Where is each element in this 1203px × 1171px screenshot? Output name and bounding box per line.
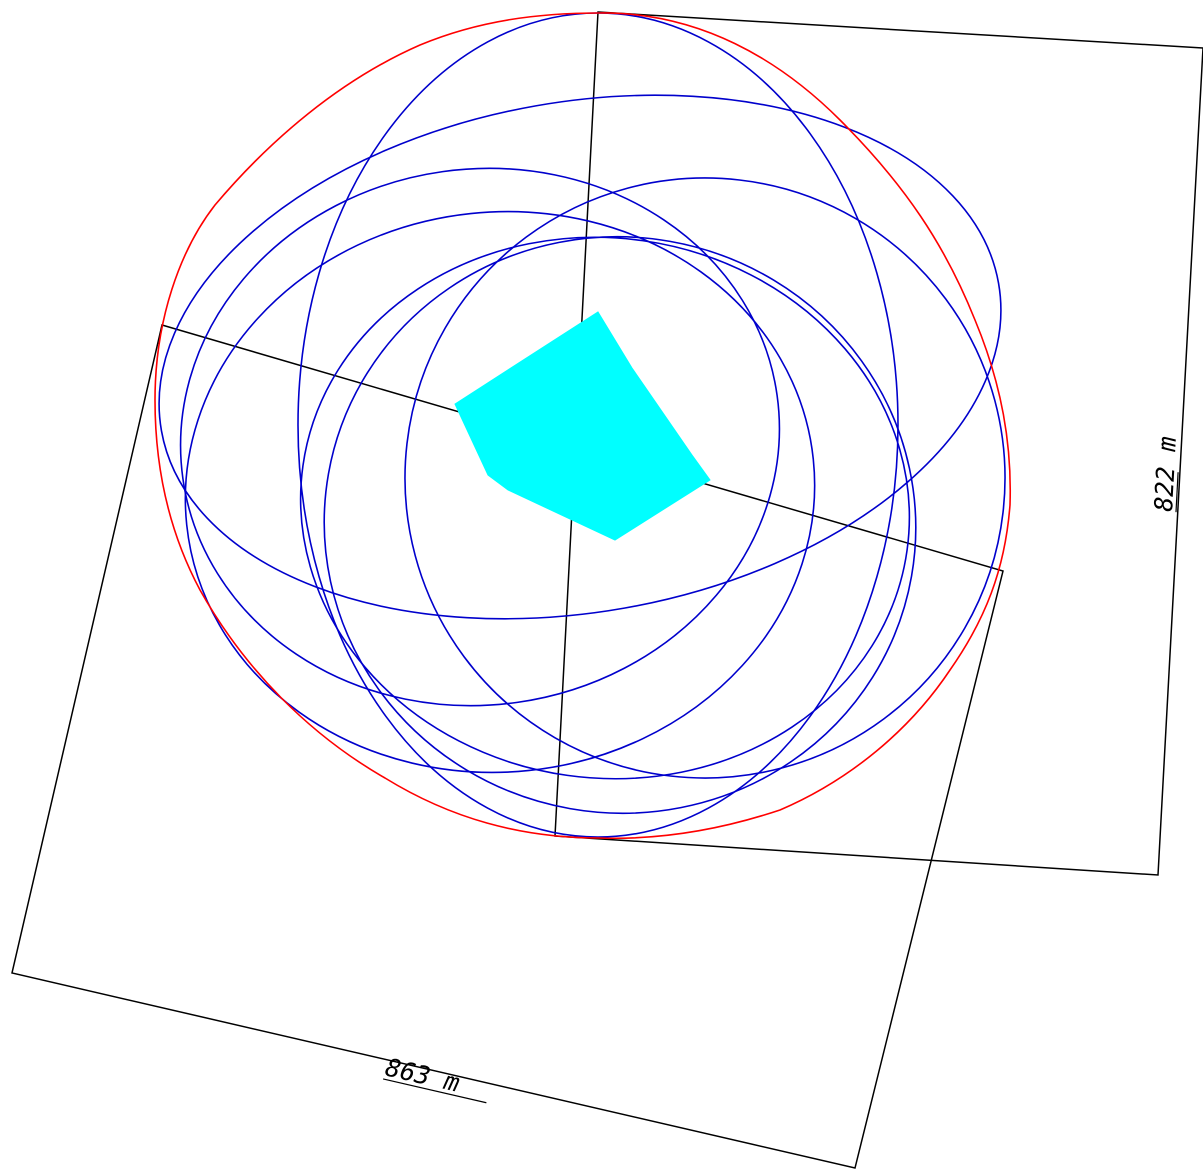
envelope-outline (154, 12, 1012, 840)
width-dimension-underline (382, 1078, 487, 1104)
ellipse-group (158, 12, 1006, 838)
width-dimension-label: 863 m (383, 1053, 463, 1098)
site-polygon (454, 311, 711, 541)
ellipse-7 (404, 177, 1006, 779)
ellipse-5 (299, 236, 911, 780)
frame-rectangle-right (554, 11, 1203, 876)
bounding-rectangles (11, 11, 1203, 1169)
ellipse-6 (323, 235, 917, 815)
ellipse-3 (179, 167, 781, 707)
ellipse-2 (158, 94, 1002, 620)
ellipse-4 (184, 210, 816, 774)
frame-rectangle-left (11, 324, 1004, 1169)
height-dimension-underline (1175, 472, 1179, 513)
